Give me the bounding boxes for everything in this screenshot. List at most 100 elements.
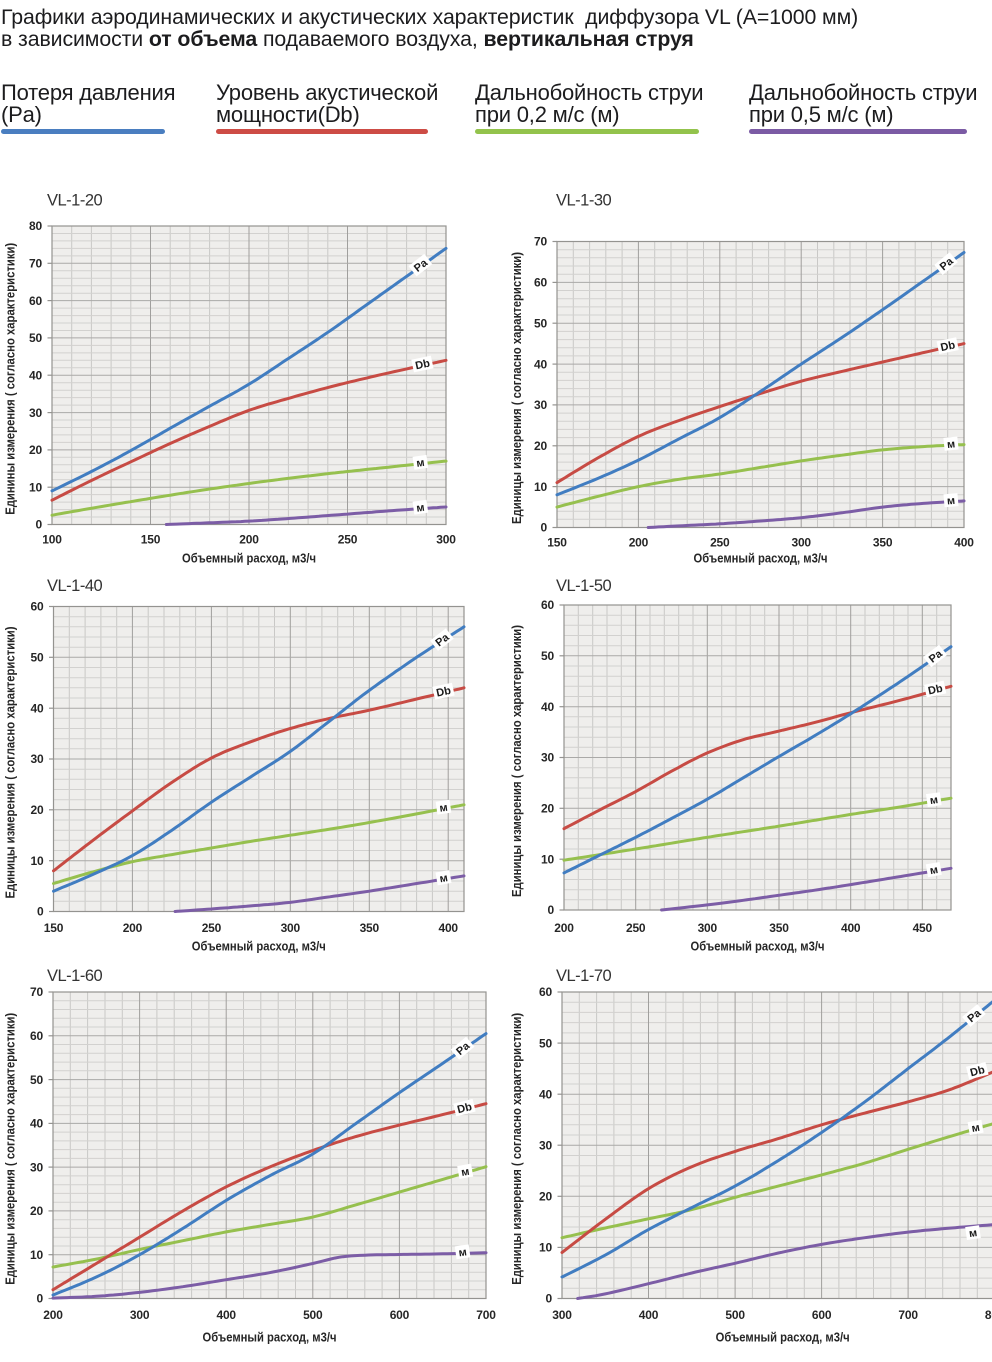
svg-text:60: 60 (534, 276, 547, 290)
svg-text:м: м (439, 872, 449, 885)
svg-text:м: м (458, 1246, 468, 1259)
svg-text:30: 30 (30, 1160, 43, 1174)
svg-text:50: 50 (31, 651, 44, 665)
svg-text:200: 200 (554, 921, 574, 935)
svg-text:400: 400 (954, 536, 974, 550)
svg-text:350: 350 (769, 921, 789, 935)
svg-text:VL-1-30: VL-1-30 (556, 192, 612, 210)
svg-text:м: м (929, 794, 939, 807)
svg-text:Единицы измерения ( согласно х: Единицы измерения ( согласно характерист… (3, 627, 17, 899)
svg-text:200: 200 (43, 1308, 63, 1322)
svg-text:Объемный расход, м3/ч: Объемный расход, м3/ч (694, 552, 828, 566)
svg-text:70: 70 (30, 985, 43, 999)
svg-text:70: 70 (29, 257, 42, 271)
svg-text:60: 60 (29, 294, 42, 308)
svg-text:80: 80 (29, 219, 42, 233)
svg-text:50: 50 (541, 649, 554, 663)
svg-text:0: 0 (546, 1292, 553, 1306)
svg-text:Db: Db (435, 685, 452, 700)
svg-text:30: 30 (31, 752, 44, 766)
svg-text:30: 30 (534, 398, 547, 412)
svg-text:м: м (971, 1122, 981, 1135)
svg-text:0: 0 (37, 905, 44, 919)
svg-text:40: 40 (539, 1087, 552, 1101)
svg-text:20: 20 (539, 1190, 552, 1204)
svg-text:20: 20 (29, 443, 42, 457)
svg-text:Объемный расход, м3/ч: Объемный расход, м3/ч (182, 552, 316, 566)
svg-text:0: 0 (548, 903, 555, 917)
svg-text:800: 800 (985, 1308, 992, 1322)
svg-text:м: м (929, 864, 939, 877)
svg-text:300: 300 (552, 1308, 572, 1322)
svg-text:Единицы измерения ( согласно х: Единицы измерения ( согласно характерист… (510, 625, 524, 897)
svg-text:150: 150 (44, 921, 64, 935)
svg-text:150: 150 (141, 533, 161, 547)
svg-text:300: 300 (698, 921, 718, 935)
svg-text:350: 350 (360, 921, 380, 935)
svg-text:VL-1-50: VL-1-50 (556, 577, 612, 595)
svg-text:VL-1-60: VL-1-60 (47, 967, 103, 985)
svg-text:Db: Db (969, 1064, 986, 1079)
svg-text:300: 300 (791, 536, 811, 550)
svg-text:Объемный расход, м3/ч: Объемный расход, м3/ч (203, 1331, 337, 1345)
svg-text:60: 60 (539, 985, 552, 999)
svg-text:40: 40 (541, 700, 554, 714)
svg-text:30: 30 (541, 751, 554, 765)
svg-text:70: 70 (534, 235, 547, 249)
svg-text:200: 200 (239, 533, 259, 547)
svg-text:VL-1-70: VL-1-70 (556, 967, 612, 985)
svg-text:м: м (947, 495, 956, 508)
svg-text:м: м (439, 802, 449, 815)
svg-text:10: 10 (534, 480, 547, 494)
svg-text:200: 200 (629, 536, 649, 550)
svg-text:450: 450 (913, 921, 933, 935)
svg-text:20: 20 (31, 803, 44, 817)
svg-text:VL-1-20: VL-1-20 (47, 192, 103, 210)
svg-text:м: м (460, 1166, 470, 1179)
svg-text:400: 400 (438, 921, 458, 935)
svg-text:0: 0 (37, 1292, 44, 1306)
svg-text:м: м (946, 438, 955, 451)
svg-text:20: 20 (541, 802, 554, 816)
svg-text:Db: Db (414, 358, 431, 373)
svg-text:60: 60 (30, 1029, 43, 1043)
svg-text:10: 10 (541, 852, 554, 866)
svg-text:50: 50 (539, 1036, 552, 1050)
svg-text:20: 20 (30, 1204, 43, 1218)
svg-text:40: 40 (30, 1117, 43, 1131)
svg-text:VL-1-40: VL-1-40 (47, 577, 103, 595)
svg-text:0: 0 (541, 521, 548, 535)
svg-text:Db: Db (939, 339, 956, 354)
svg-text:40: 40 (31, 701, 44, 715)
svg-text:250: 250 (626, 921, 646, 935)
svg-text:400: 400 (841, 921, 861, 935)
svg-text:м: м (416, 502, 426, 515)
svg-text:10: 10 (539, 1241, 552, 1255)
svg-text:400: 400 (639, 1308, 659, 1322)
svg-text:40: 40 (534, 357, 547, 371)
svg-text:Объемный расход, м3/ч: Объемный расход, м3/ч (192, 940, 326, 954)
svg-text:40: 40 (29, 368, 42, 382)
svg-text:400: 400 (216, 1308, 236, 1322)
svg-text:200: 200 (123, 921, 143, 935)
svg-text:250: 250 (202, 921, 222, 935)
svg-text:600: 600 (390, 1308, 410, 1322)
svg-text:20: 20 (534, 439, 547, 453)
svg-text:50: 50 (30, 1073, 43, 1087)
svg-text:Db: Db (456, 1101, 473, 1116)
svg-text:10: 10 (31, 854, 44, 868)
svg-text:300: 300 (436, 533, 456, 547)
svg-text:м: м (968, 1227, 978, 1240)
svg-text:60: 60 (31, 600, 44, 614)
svg-text:700: 700 (898, 1308, 918, 1322)
svg-text:600: 600 (812, 1308, 832, 1322)
svg-text:Объемный расход, м3/ч: Объемный расход, м3/ч (691, 940, 825, 954)
svg-text:50: 50 (534, 316, 547, 330)
svg-text:Единицы измерения ( согласно х: Единицы измерения ( согласно характерист… (3, 1013, 17, 1285)
svg-text:Db: Db (927, 683, 944, 698)
svg-text:60: 60 (541, 598, 554, 612)
svg-text:Единицы измерения ( согласно х: Единицы измерения ( согласно характерист… (510, 1013, 524, 1285)
svg-text:700: 700 (476, 1308, 496, 1322)
svg-text:500: 500 (725, 1308, 745, 1322)
svg-text:250: 250 (338, 533, 358, 547)
